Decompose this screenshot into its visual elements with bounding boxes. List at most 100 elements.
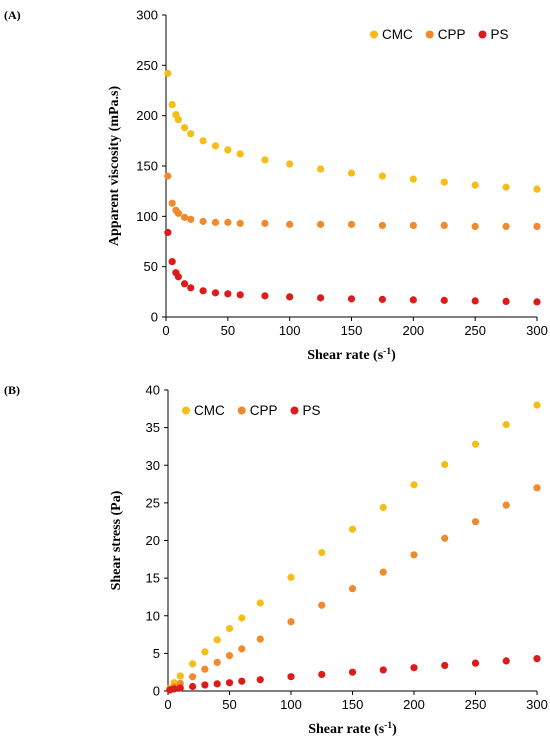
data-point [164, 228, 172, 237]
data-point [348, 525, 357, 533]
data-point [189, 660, 197, 668]
legend-marker [425, 30, 434, 39]
x-tick-label: 100 [280, 697, 302, 712]
legend-item: PS [478, 27, 509, 42]
data-point [348, 585, 357, 593]
data-point [187, 284, 195, 292]
x-tick-label: 300 [526, 323, 548, 338]
data-point [174, 116, 182, 124]
data-point [379, 666, 387, 674]
y-tick-label: 35 [146, 420, 160, 435]
data-point [348, 668, 357, 676]
series-ps [164, 228, 541, 306]
data-point [201, 665, 209, 673]
data-point [440, 178, 448, 186]
data-point [440, 296, 448, 304]
y-tick-label: 30 [146, 458, 160, 473]
data-point [502, 657, 510, 665]
legend: CMC CPP PS [182, 403, 321, 418]
data-point [238, 614, 246, 622]
data-point [176, 684, 184, 692]
data-point [176, 672, 184, 680]
y-tick-label: 40 [146, 383, 160, 398]
data-point [409, 296, 417, 304]
series-cmc [164, 69, 541, 193]
x-tick-label: 0 [162, 323, 169, 338]
data-point [533, 655, 541, 663]
x-axis-title: Shear rate (s-1) [308, 721, 397, 737]
data-point [168, 199, 176, 207]
legend-item: CMC [182, 403, 225, 418]
data-point [211, 289, 220, 297]
data-point [261, 156, 269, 164]
data-point [316, 165, 325, 173]
legend-item: PS [290, 403, 321, 418]
legend: CMC CPP PS [370, 27, 509, 42]
data-point [471, 440, 480, 448]
x-axis-title: Shear rate (s-1) [307, 347, 396, 363]
data-point [201, 648, 209, 656]
x-tick-label: 150 [341, 323, 363, 338]
data-point [201, 681, 209, 689]
data-point [471, 518, 480, 526]
data-point [502, 421, 510, 429]
legend-label: CMC [194, 403, 225, 418]
legend-label: PS [491, 27, 509, 42]
data-point [440, 221, 448, 229]
data-point [318, 670, 326, 679]
y-tick-label: 150 [136, 159, 158, 174]
data-point [502, 222, 510, 230]
data-point [410, 664, 418, 672]
y-tick-label: 25 [146, 495, 160, 510]
data-point [180, 124, 189, 132]
data-point [378, 172, 387, 180]
data-point [199, 217, 207, 225]
x-tick-label: 250 [465, 697, 487, 712]
data-point [379, 503, 387, 511]
data-point [471, 181, 479, 189]
y-tick-label: 50 [144, 259, 158, 274]
data-point [533, 185, 541, 193]
data-point [199, 287, 207, 295]
legend-item: CMC [370, 27, 413, 42]
legend-marker [478, 30, 487, 39]
data-point [224, 290, 232, 298]
data-point [211, 142, 220, 150]
data-point [236, 150, 244, 158]
data-point [238, 677, 246, 685]
data-point [471, 297, 479, 305]
data-point [189, 682, 197, 691]
data-point [379, 568, 387, 576]
series-ps [166, 655, 541, 694]
legend-marker [237, 406, 246, 415]
data-point [180, 280, 189, 288]
data-point [347, 169, 356, 177]
data-point [256, 676, 264, 684]
data-point [441, 661, 449, 670]
legend-label: CMC [382, 27, 413, 42]
data-point [213, 658, 221, 667]
panel-a-label: (A) [4, 8, 21, 22]
data-point [261, 292, 269, 300]
legend-label: CPP [250, 403, 278, 418]
data-point [238, 645, 246, 653]
series-cmc [166, 401, 541, 692]
data-point [533, 298, 541, 306]
data-point [286, 160, 294, 168]
data-point [225, 624, 234, 633]
y-tick-label: 100 [136, 209, 158, 224]
data-point [287, 573, 295, 581]
data-point [533, 484, 541, 492]
x-tick-label: 100 [279, 323, 301, 338]
data-point [441, 534, 449, 542]
data-point [347, 295, 356, 303]
data-point [347, 220, 356, 228]
data-point [164, 172, 172, 180]
x-tick-label: 300 [526, 697, 548, 712]
data-point [256, 599, 264, 607]
data-point [286, 220, 294, 228]
data-point [378, 221, 387, 229]
x-tick-label: 200 [402, 323, 424, 338]
legend-label: PS [303, 403, 321, 418]
data-point [533, 222, 541, 230]
